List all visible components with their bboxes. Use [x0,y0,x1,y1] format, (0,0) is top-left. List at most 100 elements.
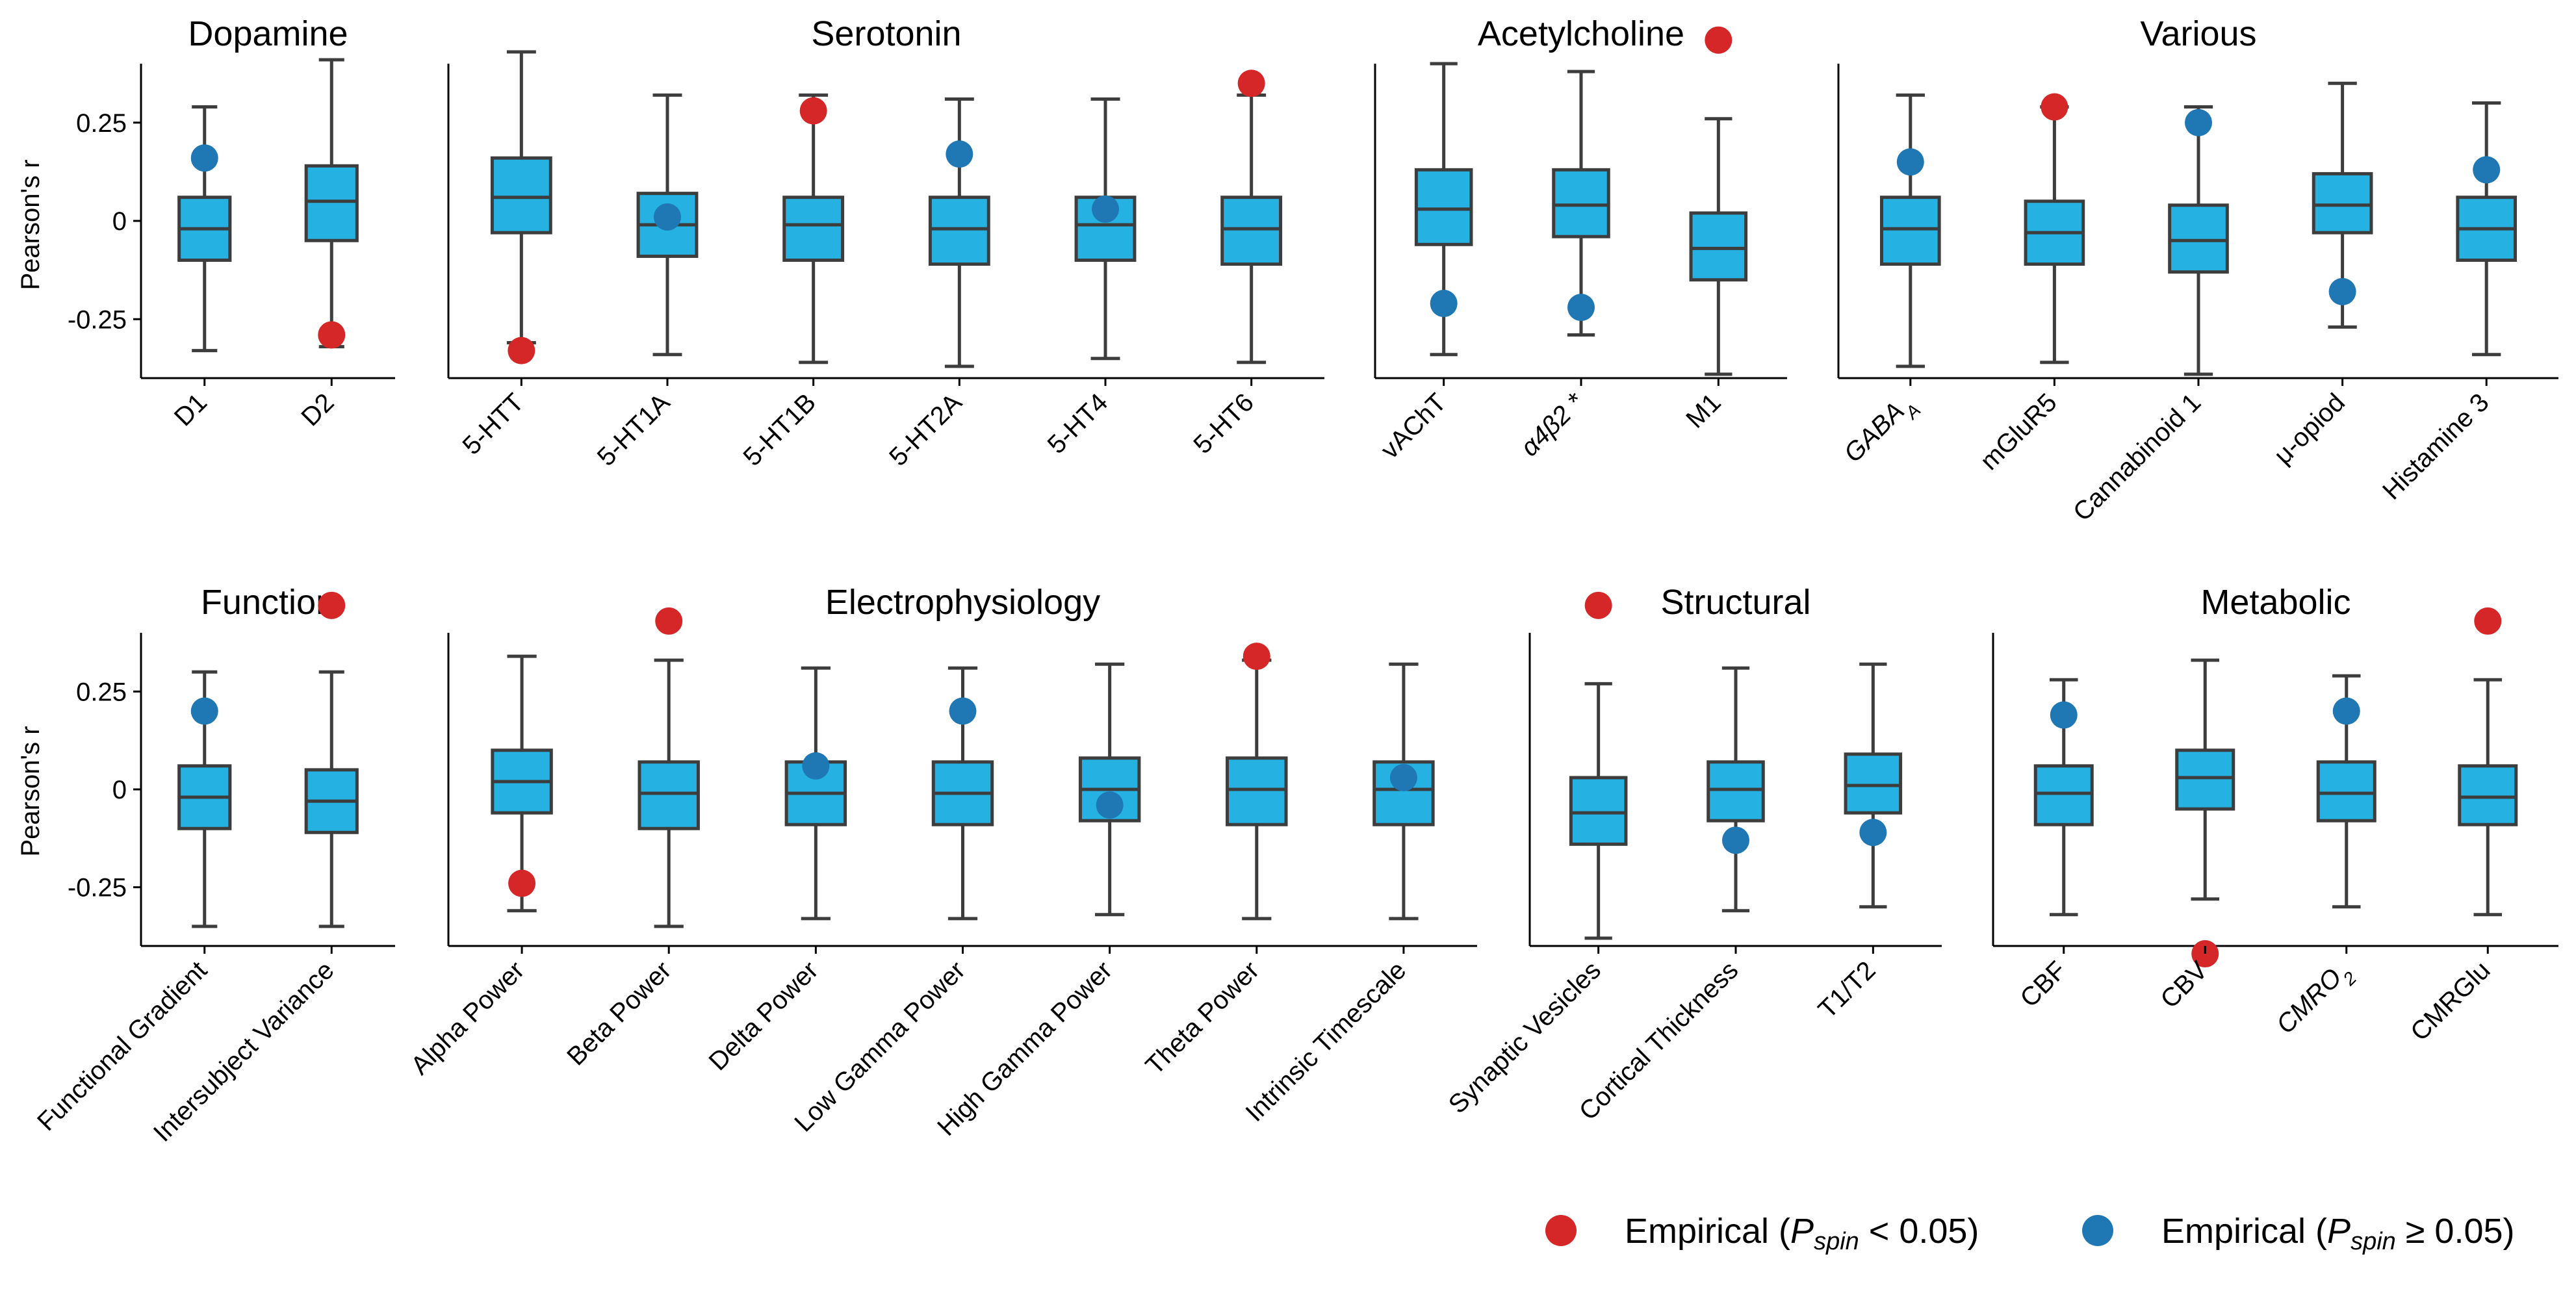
empirical-point [318,321,346,349]
iqr-box [2033,764,2094,826]
x-tick-label: GABAA [1838,388,1924,474]
empirical-point [1243,643,1270,670]
empirical-point [318,591,346,619]
box-5-ht6 [1220,70,1283,364]
empirical-point [2191,940,2219,968]
y-tick-label: 0 [112,207,127,236]
empirical-point [1584,591,1612,619]
box-cbf [2033,678,2094,917]
iqr-box [638,760,700,830]
empirical-point [802,752,830,780]
iqr-box [2316,760,2376,823]
legend-item-significant: Empirical (Pspin < 0.05) [1545,1212,1979,1255]
iqr-box [928,196,990,266]
box-d2 [304,58,359,349]
panel-title: Acetylcholine [1478,14,1684,53]
iqr-box [1707,760,1765,823]
box-cmro2 [2316,674,2376,909]
iqr-box [1879,196,1941,266]
empirical-point [799,97,827,125]
x-tick-label: 5-HT1A [592,388,676,472]
box-histamine-3 [2456,101,2518,357]
empirical-point [1896,148,1924,176]
legend-marker [2082,1215,2113,1246]
x-tick-label: T1/T2 [1813,956,1881,1024]
empirical-point [946,140,973,168]
empirical-point [190,697,218,725]
panel-title: Function [201,583,335,622]
box-5-ht1b [782,93,845,364]
x-tick-label: 5-HTT [457,388,529,460]
x-tick-label: M1 [1681,388,1726,433]
x-tick-label: CMRO2 [2271,956,2361,1045]
legend-item-not-significant: Empirical (Pspin ≥ 0.05) [2082,1212,2515,1255]
y-tick-label: -0.25 [68,874,127,902]
empirical-point [1430,290,1458,318]
iqr-box [1689,211,1748,282]
iqr-box [1552,168,1610,238]
box-gabaa [1879,93,1941,368]
empirical-point [508,869,536,897]
empirical-point [1092,195,1119,223]
box-theta-power [1226,643,1288,921]
x-tick-label: α4β2 * [1515,387,1590,462]
legend-label: Empirical (Pspin < 0.05) [1625,1212,1979,1255]
empirical-point [2332,697,2360,725]
empirical-point [1389,763,1417,791]
x-tick-label: Beta Power [561,956,676,1071]
empirical-point [190,144,218,172]
iqr-box [1220,196,1283,266]
x-tick-label: Delta Power [704,956,824,1076]
legend: Empirical (Pspin < 0.05) Empirical (Pspin… [1545,1212,2515,1255]
panel-title: Dopamine [188,14,348,53]
box-5-ht4 [1074,97,1137,361]
box-alpha-power [491,654,553,913]
x-tick-label: Cannabinoid 1 [2068,388,2207,527]
y-tick-label: 0.25 [76,678,127,706]
x-tick-label: 5-HT1B [738,388,821,472]
empirical-point [1237,70,1265,97]
box-opiod [2312,81,2373,329]
panel-serotonin: Serotonin 5-HTT 5-HT1A 5-HT1B 5-HT2A 5-HT4 5-H… [447,14,1324,472]
empirical-point [1705,26,1732,54]
panel-dopamine: Dopamine 0.25 0 -0.25 D1 D2 [68,14,395,432]
box-m1 [1689,26,1748,376]
box-cmrglu [2458,607,2518,917]
box-vacht [1414,62,1473,357]
box-5-ht2a [928,97,990,368]
x-tick-label: CBF [2015,956,2072,1013]
legend-marker [1545,1215,1577,1246]
x-tick-label: Theta Power [1140,956,1265,1080]
box-cortical-thickness [1707,666,1765,913]
iqr-box [2168,203,2229,274]
x-tick-label: mGluR5 [1975,388,2063,476]
panel-title: Serotonin [811,14,961,53]
empirical-point [2050,701,2078,729]
x-tick-label: Intrinsic Timescale [1241,956,1412,1127]
x-tick-label: μ-opiod [2269,388,2351,470]
iqr-box [1569,776,1628,846]
box-high-gamma-power [1078,662,1141,917]
box-cannabinoid-1 [2168,105,2229,376]
x-tick-label: CMRGlu [2405,956,2496,1047]
box-delta-power [784,666,847,921]
empirical-point [655,607,683,635]
box-beta-power [638,607,700,928]
iqr-box [1372,760,1435,826]
box-intersubject-variance [304,591,359,928]
legend-label: Empirical (Pspin ≥ 0.05) [2161,1212,2515,1255]
box-low-gamma-power [931,666,994,921]
box-mglur5 [2024,93,2085,364]
panel-electrophysiology: Electrophysiology Alpha Power Beta Power De… [406,583,1477,1142]
x-tick-label: Histamine 3 [2377,388,2494,505]
x-tick-label: vAChT [1375,388,1452,465]
box-intrinsic-timescale [1372,662,1435,921]
empirical-point [1567,294,1595,322]
iqr-box [304,164,359,242]
panel-title: Various [2140,14,2256,53]
empirical-point [1096,791,1124,819]
empirical-point [508,337,535,364]
box-4-2 [1552,70,1610,337]
box-functional-gradient [177,670,232,928]
